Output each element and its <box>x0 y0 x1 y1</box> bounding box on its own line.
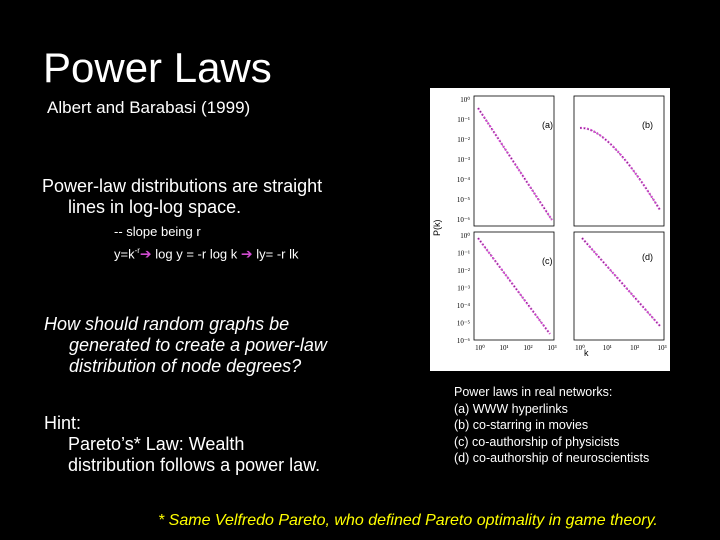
claim-text: Power-law distributions are straight lin… <box>42 176 372 218</box>
question-text: How should random graphs be generated to… <box>44 314 389 377</box>
caption-item: (d) co-authorship of neuroscientists <box>454 451 650 465</box>
y-tick-label: 10⁰ <box>460 232 470 240</box>
y-tick-label: 10⁻⁵ <box>457 196 471 204</box>
x-tick-label: 10³ <box>657 344 666 352</box>
x-tick-label: 10² <box>523 344 532 352</box>
y-tick-label: 10⁻² <box>457 136 470 144</box>
question-line-2: generated to create a power-law <box>69 335 327 355</box>
x-tick-label: 10⁰ <box>575 344 585 352</box>
slide-title: Power Laws <box>43 44 272 91</box>
panel-label-d: (d) <box>642 252 653 262</box>
y-ticks-bottom: 10⁰ 10⁻¹ 10⁻² 10⁻³ 10⁻⁴ 10⁻⁵ 10⁻⁶ <box>457 232 471 345</box>
y-tick-label: 10⁻⁴ <box>457 302 471 310</box>
caption-item: (c) co-authorship of physicists <box>454 434 620 449</box>
slope-line-1: -- slope being r <box>114 224 201 239</box>
formula-part-a: y=k <box>114 246 135 262</box>
y-tick-label: 10⁻⁶ <box>457 216 471 224</box>
x-tick-label: 10³ <box>547 344 556 352</box>
claim-line-2: lines in log-log space. <box>68 197 242 217</box>
x-ticks: 10⁰ 10¹ 10² 10³ 10⁰ 10¹ 10² 10³ <box>475 344 666 352</box>
y-tick-label: 10⁻⁴ <box>457 176 471 184</box>
arrow-icon: ➔ <box>139 245 152 262</box>
frame-b <box>573 95 665 227</box>
slope-notes: -- slope being r y=k-r➔ log y = -r log k… <box>114 222 299 263</box>
slide-subtitle: Albert and Barabasi (1999) <box>47 98 251 117</box>
y-tick-label: 10⁻² <box>457 267 470 275</box>
y-tick-label: 10⁻¹ <box>457 116 470 124</box>
y-axis-label: P(k) <box>432 220 442 237</box>
panel-label-b: (b) <box>642 120 653 130</box>
power-law-traces <box>477 107 661 335</box>
slope-formula: y=k-r➔ log y = -r log k ➔ ly= -r lk <box>114 241 299 263</box>
x-tick-label: 10¹ <box>603 344 612 352</box>
y-tick-label: 10⁻³ <box>457 156 470 164</box>
y-tick-label: 10⁻⁶ <box>457 337 471 345</box>
panel-label-c: (c) <box>542 256 553 266</box>
arrow-icon: ➔ <box>240 245 253 262</box>
footnote: * Same Velfredo Pareto, who defined Pare… <box>158 512 658 529</box>
hint-text: Hint: Pareto’s* Law: Wealth distribution… <box>44 413 374 476</box>
hint-line-2: distribution follows a power law. <box>68 455 321 475</box>
trace-a <box>477 107 553 221</box>
figure-caption: Power laws in real networks: (a) WWW hyp… <box>454 384 649 467</box>
y-tick-label: 10⁰ <box>460 96 470 104</box>
caption-heading: Power laws in real networks: <box>454 385 613 399</box>
formula-exponent: -r <box>134 246 140 255</box>
y-tick-label: 10⁻⁵ <box>457 320 471 328</box>
frame-c <box>473 231 555 341</box>
x-tick-label: 10² <box>630 344 639 352</box>
trace-b-points <box>579 127 661 211</box>
power-law-plots: (a) (b) (c) (d) P(k) k 10⁰10⁻¹10⁻²10⁻³10… <box>432 95 667 358</box>
hint-line-1: Pareto’s* Law: Wealth <box>68 434 245 454</box>
trace-c-points <box>477 237 551 335</box>
power-law-figure: (a) (b) (c) (d) P(k) k 10⁰ 10⁻¹ 10⁻² 10⁻³ 10… <box>430 88 670 371</box>
caption-item: (a) WWW hyperlinks <box>454 401 568 416</box>
trace-b <box>579 126 661 211</box>
formula-part-c: ly= -r lk <box>252 246 299 262</box>
formula-part-b: log y = -r log k <box>151 246 241 262</box>
question-line-3: distribution of node degrees? <box>69 356 302 376</box>
x-tick-label: 10⁰ <box>475 344 485 352</box>
y-ticks-top: 10⁰ 10⁻¹ 10⁻² 10⁻³ 10⁻⁴ 10⁻⁵ 10⁻⁶ <box>457 96 471 224</box>
frame-a <box>473 95 555 227</box>
question-line-1: How should random graphs be <box>44 314 290 334</box>
claim-line-1: Power-law distributions are straight <box>42 176 323 196</box>
caption-item: (b) co-starring in movies <box>454 418 589 432</box>
y-tick-label: 10⁻¹ <box>457 250 470 258</box>
x-axis-label: k <box>584 348 589 358</box>
panel-label-a: (a) <box>542 120 553 130</box>
hint-label: Hint: <box>44 413 82 433</box>
frame-d <box>573 231 665 341</box>
x-tick-label: 10¹ <box>499 344 508 352</box>
y-tick-label: 10⁻³ <box>457 285 470 293</box>
